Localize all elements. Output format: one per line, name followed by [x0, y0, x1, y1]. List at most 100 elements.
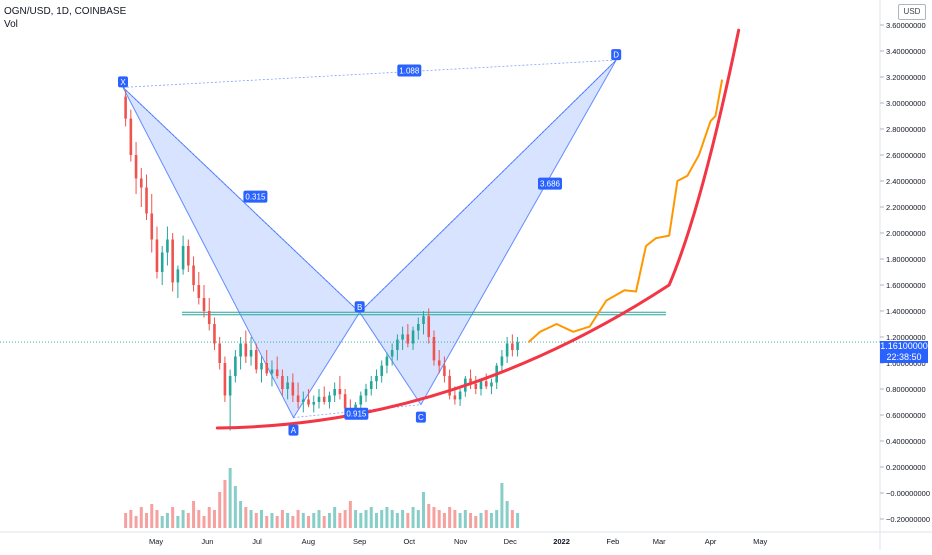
chart-header: OGN/USD, 1D, COINBASE Vol [4, 6, 126, 31]
bar-countdown: 22:38:50 [886, 352, 922, 362]
volume-bar [259, 510, 263, 528]
x-tick-label: Aug [302, 537, 315, 546]
volume-bar [207, 507, 211, 528]
volume-bar [505, 501, 509, 528]
volume-bar [218, 492, 222, 528]
candle-body [369, 381, 373, 389]
candle-body [322, 396, 326, 402]
pattern-point-label: B [357, 303, 362, 312]
x-tick-label: Sep [353, 537, 366, 546]
volume-bar [296, 510, 300, 528]
pattern-point-a: A [288, 424, 299, 436]
candle-body [150, 213, 154, 240]
candle-body [260, 363, 263, 370]
volume-bar [442, 513, 446, 528]
volume-bar [374, 513, 378, 528]
volume-bar [385, 507, 389, 528]
volume-bar [192, 501, 196, 528]
x-tick-label: Dec [504, 537, 518, 546]
volume-bar [390, 510, 394, 528]
candle-body [171, 239, 174, 283]
pattern-point-marker [118, 76, 128, 88]
volume-bar [317, 510, 321, 528]
candle-body [375, 376, 378, 382]
candle-body [213, 324, 216, 344]
currency-button[interactable]: USD [898, 4, 926, 20]
y-tick-label: 0.80000000 [886, 385, 926, 394]
last-price-badge: 1.16100000 22:38:50 [880, 341, 928, 363]
ratio-label: 0.315 [243, 190, 268, 203]
candle-body [484, 381, 488, 387]
candle-body [249, 350, 253, 357]
volume-bar [244, 507, 248, 528]
candle-body [155, 239, 159, 272]
candle-body [359, 395, 363, 405]
ratio-label-box [243, 190, 268, 203]
candle-body [124, 96, 127, 119]
pattern-point-c: C [415, 411, 426, 423]
pattern-point-label: X [120, 78, 126, 87]
pattern-point-label: A [291, 426, 297, 435]
volume-bar [411, 507, 415, 528]
volume-bar [322, 516, 326, 528]
y-tick-label: 0.40000000 [886, 437, 926, 446]
candle-body [265, 363, 269, 374]
candle-body [187, 246, 190, 266]
pattern-point-label: D [613, 51, 619, 60]
candle-body [223, 363, 227, 396]
candle-body [129, 118, 133, 155]
volume-bar [422, 492, 426, 528]
volume-bar [312, 513, 316, 528]
candle-body [218, 343, 221, 363]
volume-bar [186, 513, 190, 528]
volume-bar [432, 507, 436, 528]
volume-bar [469, 513, 473, 528]
volume-label[interactable]: Vol [4, 19, 18, 30]
candle-body [411, 330, 415, 344]
volume-bar [249, 510, 253, 528]
x-tick-label: Jul [252, 537, 262, 546]
ratio-label-box [397, 64, 422, 77]
ratio-label-text: 3.686 [540, 180, 561, 189]
last-price-value: 1.16100000 [880, 341, 928, 351]
volume-bar [124, 513, 128, 528]
y-tick-label: 0.20000000 [886, 463, 926, 472]
candle-body [145, 187, 148, 214]
candle-body [202, 298, 206, 311]
candle-body [432, 337, 436, 361]
y-tick-label: 1.20000000 [886, 333, 926, 342]
volume-bar [343, 510, 347, 528]
y-tick-label: 3.20000000 [886, 73, 926, 82]
candle-body [296, 395, 300, 402]
volume-bar [437, 510, 441, 528]
volume-bar [427, 504, 431, 528]
volume-bar [395, 513, 399, 528]
ratio-label: 0.915 [344, 407, 369, 420]
pattern-point-b: B [354, 301, 365, 313]
volume-bar [354, 510, 358, 528]
symbol-label[interactable]: OGN/USD, 1D, COINBASE [4, 6, 127, 17]
volume-bar [516, 513, 520, 528]
x-tick-label: Feb [606, 537, 619, 546]
volume-bar [223, 480, 227, 528]
volume-bar [489, 513, 493, 528]
volume-bar [448, 507, 452, 528]
y-tick-label: −0.00000000 [886, 489, 930, 498]
candle-body [166, 239, 169, 253]
y-tick-label: −0.20000000 [886, 515, 930, 524]
y-tick-label: 1.40000000 [886, 307, 926, 316]
volume-bar [510, 510, 514, 528]
volume-bar [364, 510, 368, 528]
pattern-point-marker [415, 411, 426, 423]
volume-bar [416, 510, 420, 528]
volume-bar [275, 516, 279, 528]
candle-body [134, 155, 138, 179]
volume-bar [348, 501, 352, 528]
y-tick-label: 3.60000000 [886, 21, 926, 30]
candle-body [181, 246, 185, 270]
y-tick-label: 3.00000000 [886, 99, 926, 108]
candle-body [516, 342, 519, 350]
volume-bar [228, 468, 232, 528]
